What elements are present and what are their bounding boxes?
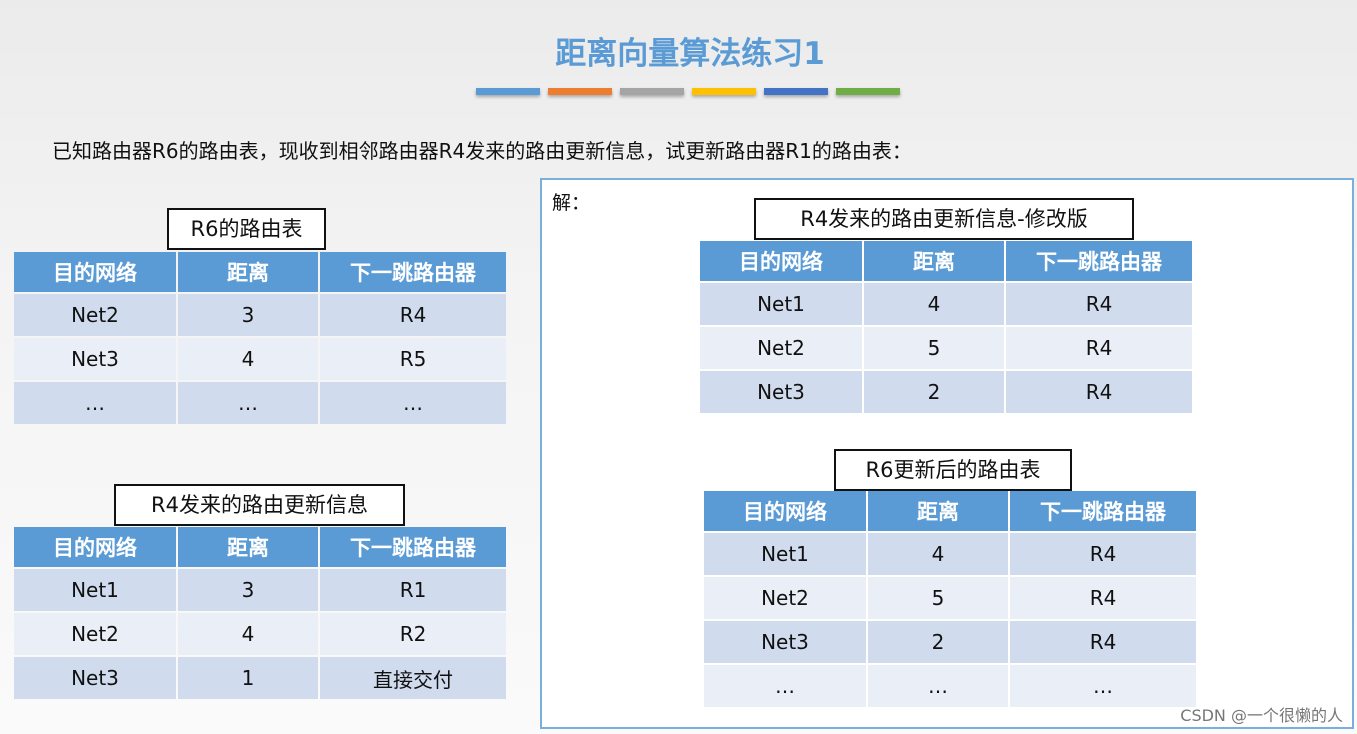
table-cell: … — [14, 382, 176, 424]
table-cell: Net1 — [704, 533, 866, 575]
r6-routing-table: 目的网络 距离 下一跳路由器 Net2 3 R4 Net3 4 R5……… — [12, 250, 508, 426]
column-header: 下一跳路由器 — [1006, 241, 1192, 281]
accent-bar — [836, 88, 900, 95]
accent-bar — [764, 88, 828, 95]
table-cell: 1 — [178, 657, 318, 699]
table-cell: 5 — [864, 327, 1004, 369]
r6-routing-table-caption: R6的路由表 — [167, 208, 326, 250]
table-cell: R1 — [320, 569, 506, 611]
table-row: Net1 3 R1 — [14, 569, 506, 611]
header-row: 目的网络 距离 下一跳路由器 — [700, 241, 1192, 281]
table-cell: R5 — [320, 338, 506, 380]
table-cell: 3 — [178, 569, 318, 611]
table-row: ……… — [704, 665, 1196, 707]
accent-bars — [476, 88, 900, 95]
table-cell: … — [868, 665, 1008, 707]
table-cell: 直接交付 — [320, 657, 506, 699]
table-cell: … — [1010, 665, 1196, 707]
table-row: Net2 3 R4 — [14, 294, 506, 336]
table-cell: Net1 — [14, 569, 176, 611]
slide-title: 距离向量算法练习1 — [555, 36, 825, 72]
column-header: 下一跳路由器 — [1010, 491, 1196, 531]
table-cell: … — [704, 665, 866, 707]
table-cell: Net1 — [700, 283, 862, 325]
column-header: 距离 — [868, 491, 1008, 531]
r4-update-modified-table-caption: R4发来的路由更新信息-修改版 — [754, 198, 1134, 240]
watermark: CSDN @一个很懒的人 — [1180, 706, 1343, 725]
column-header: 目的网络 — [704, 491, 866, 531]
table-row: Net3 2 R4 — [704, 621, 1196, 663]
table-cell: R4 — [1010, 621, 1196, 663]
accent-bar — [476, 88, 540, 95]
column-header: 目的网络 — [700, 241, 862, 281]
table-cell: R4 — [1010, 577, 1196, 619]
r4-update-modified-table: 目的网络 距离 下一跳路由器 Net1 4 R4 Net2 5 R4 Net3 2 R4 — [698, 239, 1194, 415]
table-row: Net1 4 R4 — [704, 533, 1196, 575]
table-row: Net2 5 R4 — [700, 327, 1192, 369]
table-cell: R4 — [1010, 533, 1196, 575]
column-header: 下一跳路由器 — [320, 527, 506, 567]
table-cell: R2 — [320, 613, 506, 655]
column-header: 目的网络 — [14, 527, 176, 567]
table-cell: 2 — [864, 371, 1004, 413]
accent-bar — [620, 88, 684, 95]
column-header: 目的网络 — [14, 252, 176, 292]
table-cell: Net3 — [14, 338, 176, 380]
accent-bar — [692, 88, 756, 95]
table-cell: 3 — [178, 294, 318, 336]
table-cell: Net3 — [704, 621, 866, 663]
r4-update-table-caption: R4发来的路由更新信息 — [114, 484, 405, 526]
table-row: Net3 4 R5 — [14, 338, 506, 380]
header-row: 目的网络 距离 下一跳路由器 — [14, 527, 506, 567]
column-header: 距离 — [178, 252, 318, 292]
table-cell: Net3 — [14, 657, 176, 699]
table-cell: Net2 — [704, 577, 866, 619]
table-row: Net1 4 R4 — [700, 283, 1192, 325]
table-cell: R4 — [1006, 327, 1192, 369]
table-cell: Net2 — [700, 327, 862, 369]
table-row: ……… — [14, 382, 506, 424]
table-cell: 4 — [864, 283, 1004, 325]
r4-update-table: 目的网络 距离 下一跳路由器 Net1 3 R1 Net2 4 R2 Net3 1 直接交付 — [12, 525, 508, 701]
header-row: 目的网络 距离 下一跳路由器 — [704, 491, 1196, 531]
table-cell: 4 — [178, 338, 318, 380]
table-cell: Net3 — [700, 371, 862, 413]
table-row: Net2 4 R2 — [14, 613, 506, 655]
table-cell: … — [320, 382, 506, 424]
table-row: Net3 1 直接交付 — [14, 657, 506, 699]
r6-updated-table-caption: R6更新后的路由表 — [834, 449, 1072, 491]
table-cell: R4 — [1006, 283, 1192, 325]
table-cell: 2 — [868, 621, 1008, 663]
accent-bar — [548, 88, 612, 95]
table-cell: 4 — [868, 533, 1008, 575]
column-header: 距离 — [864, 241, 1004, 281]
table-cell: … — [178, 382, 318, 424]
header-row: 目的网络 距离 下一跳路由器 — [14, 252, 506, 292]
table-cell: 5 — [868, 577, 1008, 619]
r6-updated-table: 目的网络 距离 下一跳路由器 Net1 4 R4 Net2 5 R4 Net3 2 R4……… — [702, 489, 1198, 709]
table-cell: Net2 — [14, 294, 176, 336]
table-row: Net3 2 R4 — [700, 371, 1192, 413]
column-header: 下一跳路由器 — [320, 252, 506, 292]
table-row: Net2 5 R4 — [704, 577, 1196, 619]
answer-label: 解： — [552, 192, 591, 214]
table-cell: 4 — [178, 613, 318, 655]
table-cell: Net2 — [14, 613, 176, 655]
column-header: 距离 — [178, 527, 318, 567]
table-cell: R4 — [1006, 371, 1192, 413]
table-cell: R4 — [320, 294, 506, 336]
question-text: 已知路由器R6的路由表，现收到相邻路由器R4发来的路由更新信息，试更新路由器R1… — [52, 139, 912, 163]
